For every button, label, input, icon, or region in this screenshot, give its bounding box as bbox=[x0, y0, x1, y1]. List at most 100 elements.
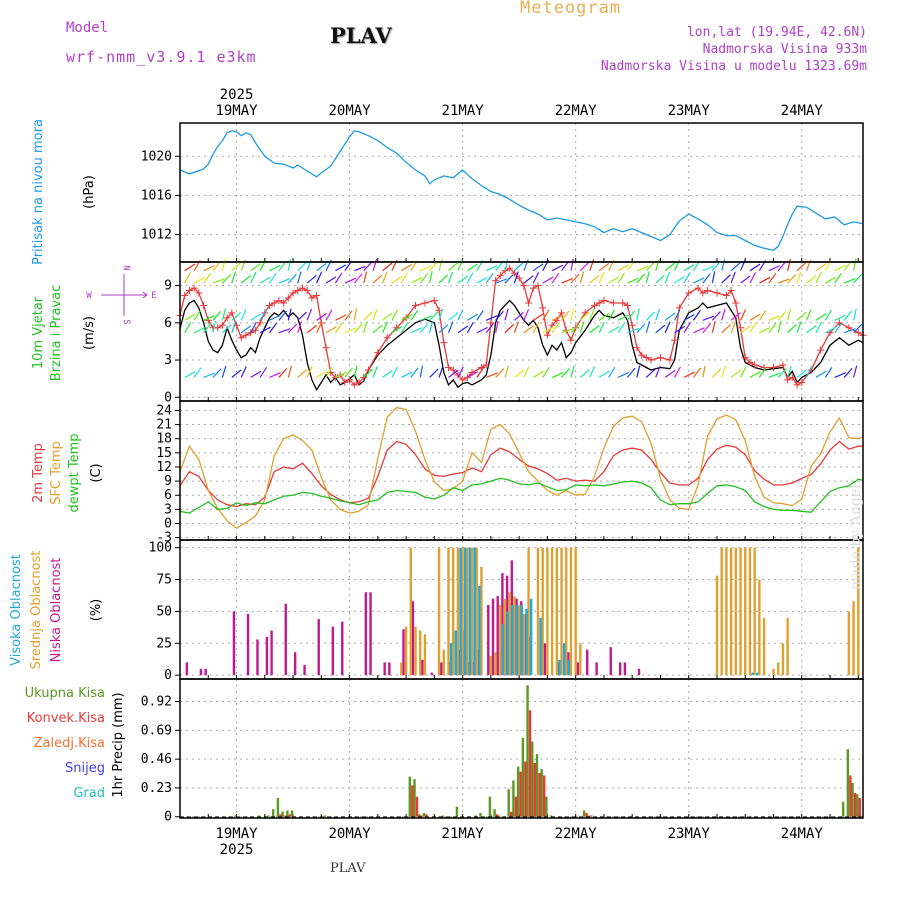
wind-direction-arrow bbox=[721, 258, 726, 271]
wind-direction-arrow bbox=[325, 276, 337, 284]
wind-direction-arrow bbox=[467, 263, 478, 272]
clouds-bar bbox=[468, 547, 472, 676]
wind-direction-arrow bbox=[721, 324, 732, 334]
wind-direction-arrow bbox=[250, 370, 262, 378]
clouds-bar bbox=[565, 547, 568, 676]
clouds-panel bbox=[175, 539, 864, 680]
clouds-bar bbox=[550, 547, 554, 676]
wind-direction-arrow bbox=[787, 308, 792, 321]
wind-direction-arrow bbox=[598, 370, 610, 378]
wind-direction-arrow bbox=[768, 273, 777, 284]
pressure-ytick-label: 1016 bbox=[141, 188, 172, 203]
wind-direction-arrow bbox=[372, 274, 383, 284]
clouds-bar bbox=[520, 605, 523, 676]
wind-direction-arrow bbox=[523, 259, 529, 271]
wind-direction-arrow bbox=[353, 365, 358, 378]
precip-bar bbox=[549, 815, 553, 817]
wind-direction-arrow bbox=[240, 366, 247, 378]
wind-direction-arrow bbox=[287, 258, 292, 271]
wind-direction-arrow bbox=[777, 260, 787, 272]
wind-direction-arrow bbox=[466, 272, 474, 284]
clouds-bar bbox=[256, 639, 259, 676]
wind-direction-arrow bbox=[617, 264, 629, 272]
wind-direction-arrow bbox=[448, 312, 459, 321]
wind-ytick-label: 6 bbox=[164, 316, 172, 331]
wind-direction-arrow bbox=[344, 277, 357, 284]
wind-direction-arrow bbox=[551, 264, 564, 272]
clouds-bar bbox=[758, 579, 761, 676]
wind-direction-arrow bbox=[645, 311, 656, 321]
wind-gust-marker bbox=[256, 319, 264, 327]
wind-direction-arrow bbox=[382, 312, 393, 321]
wind-direction-arrow bbox=[212, 368, 222, 378]
wind-direction-arrow bbox=[749, 313, 761, 321]
clouds-bar bbox=[546, 547, 549, 676]
wind-direction-arrow bbox=[297, 321, 303, 333]
wind-direction-arrow bbox=[504, 258, 509, 271]
wind-direction-arrow bbox=[381, 321, 388, 333]
clouds-bar bbox=[739, 547, 742, 676]
wind-direction-arrow bbox=[617, 322, 626, 334]
precip-bar bbox=[519, 771, 522, 817]
wind-gust-marker bbox=[558, 309, 566, 317]
x-axis-top-year: 2025 bbox=[220, 87, 254, 103]
wind-direction-arrow bbox=[561, 328, 574, 334]
wind-direction-arrow bbox=[429, 368, 439, 378]
precip-ytick-label: 0.69 bbox=[141, 723, 172, 738]
wind-direction-arrow bbox=[758, 367, 767, 378]
clouds-bar bbox=[529, 598, 533, 676]
wind-direction-arrow bbox=[843, 278, 856, 284]
wind-direction-arrow bbox=[184, 313, 196, 321]
wind-direction-arrow bbox=[589, 259, 595, 271]
clouds-bar bbox=[751, 672, 754, 676]
clouds-bar bbox=[781, 643, 785, 676]
precip-bar bbox=[279, 814, 282, 817]
wind-direction-arrow bbox=[579, 369, 590, 378]
precip-bar bbox=[420, 815, 423, 817]
wind-direction-arrow bbox=[203, 315, 215, 321]
wind-gust-marker bbox=[265, 301, 273, 309]
wind-gust-marker bbox=[444, 363, 452, 371]
wind-gust-marker bbox=[633, 344, 641, 352]
wind-direction-arrow bbox=[778, 278, 790, 284]
wind-direction-arrow bbox=[203, 273, 212, 284]
precip-bar bbox=[528, 710, 532, 817]
wind-direction-arrow bbox=[429, 271, 433, 284]
precip-bar bbox=[418, 814, 421, 817]
wind-direction-arrow bbox=[768, 372, 781, 378]
wind-direction-arrow bbox=[457, 325, 469, 334]
wind-gust-marker bbox=[713, 289, 721, 297]
wind-direction-arrow bbox=[740, 275, 751, 284]
wind-direction-arrow bbox=[617, 371, 630, 378]
model-altitude-label: Nadmorska Visina u modelu 1323.69m bbox=[600, 59, 867, 74]
wind-direction-arrow bbox=[805, 366, 813, 378]
wind-direction-arrow bbox=[297, 311, 307, 321]
wind-direction-arrow bbox=[250, 272, 257, 284]
precip-bar bbox=[545, 796, 548, 817]
temperature-ytick-label: 12 bbox=[156, 460, 172, 475]
wind-ylabel2: Brzina i Pravac bbox=[49, 285, 64, 382]
clouds-bar bbox=[536, 547, 540, 676]
wind-gust-marker bbox=[798, 378, 806, 386]
wind-direction-arrow bbox=[420, 315, 432, 321]
wind-direction-arrow bbox=[796, 262, 807, 272]
wind-direction-arrow bbox=[259, 326, 271, 334]
wind-direction-arrow bbox=[240, 275, 252, 284]
wind-gust-marker bbox=[280, 299, 288, 307]
wind-gust-marker bbox=[421, 299, 429, 307]
clouds-bar bbox=[777, 662, 780, 676]
wind-direction-arrow bbox=[645, 321, 651, 333]
clouds-bar bbox=[317, 619, 320, 676]
wind-direction-arrow bbox=[589, 308, 595, 321]
wind-direction-arrow bbox=[354, 265, 366, 272]
wind-direction-arrow bbox=[542, 276, 554, 284]
wind-direction-arrow bbox=[683, 371, 695, 378]
wind-direction-arrow bbox=[664, 312, 676, 321]
precip-bar bbox=[257, 815, 261, 817]
wind-direction-arrow bbox=[834, 264, 846, 272]
wind-direction-arrow bbox=[730, 369, 742, 378]
wind-direction-arrow bbox=[561, 310, 570, 321]
wind-ytick-label: 9 bbox=[164, 279, 172, 294]
wind-direction-arrow bbox=[598, 271, 605, 284]
wind-direction-arrow bbox=[768, 322, 777, 334]
